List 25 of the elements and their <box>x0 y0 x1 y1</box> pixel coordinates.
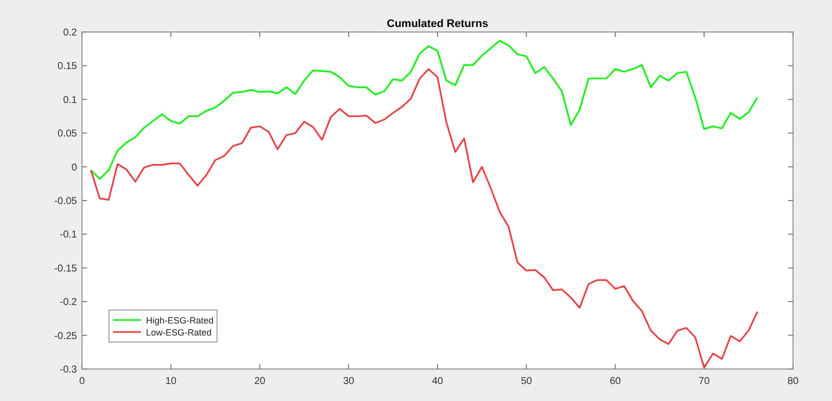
y-tick-label: 0.15 <box>58 61 78 72</box>
x-tick-label: 0 <box>79 376 86 387</box>
y-tick-label: 0 <box>71 162 78 174</box>
x-tick-label: 40 <box>432 376 444 387</box>
y-tick-label: -0.2 <box>60 297 78 308</box>
y-tick-label: -0.25 <box>54 330 78 342</box>
x-tick-label: 70 <box>698 376 710 387</box>
x-tick-label: 60 <box>610 376 622 387</box>
legend-label: High-ESG-Rated <box>146 316 214 326</box>
y-tick-label: 0.05 <box>58 128 78 140</box>
y-tick-label: -0.1 <box>60 230 78 241</box>
line-series <box>90 68 758 368</box>
x-tick-label: 10 <box>165 376 177 387</box>
y-tick-label: -0.15 <box>54 263 78 274</box>
y-tick-label: -0.05 <box>54 196 78 207</box>
x-tick-label: 80 <box>787 376 799 387</box>
y-tick-label: 0.2 <box>63 28 78 38</box>
x-tick-label: 50 <box>520 376 532 387</box>
legend-label: Low-ESG-Rated <box>146 328 212 338</box>
x-tick-label: 20 <box>254 376 266 387</box>
chart-title: Cumulated Returns <box>386 18 488 30</box>
line-series <box>90 40 758 180</box>
x-tick-label: 30 <box>343 376 355 387</box>
y-tick-label: -0.3 <box>60 364 78 376</box>
y-tick-label: 0.1 <box>63 94 78 106</box>
